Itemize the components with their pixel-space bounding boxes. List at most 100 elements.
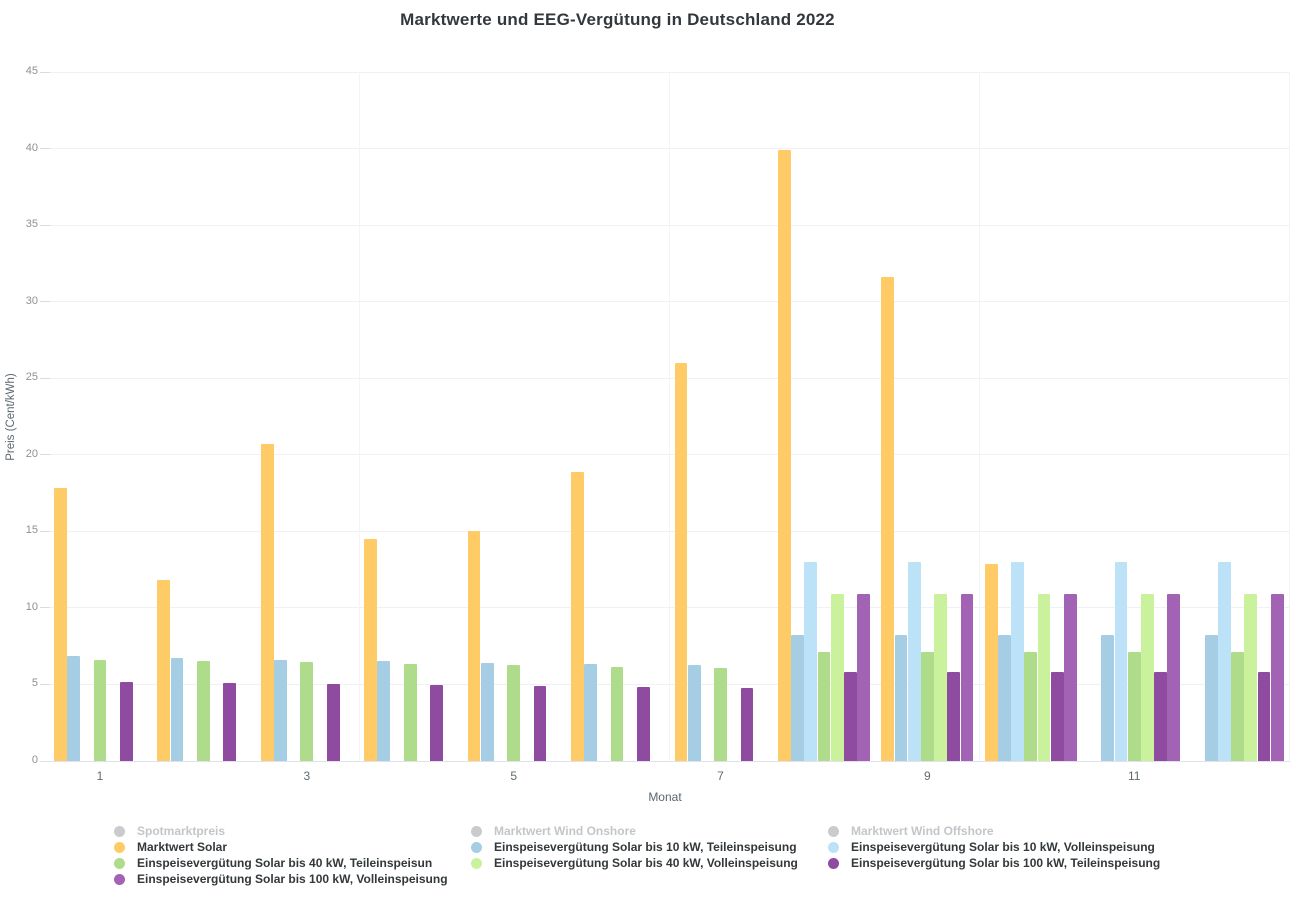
- bar-m2-s6[interactable]: [197, 661, 210, 761]
- legend-item-3[interactable]: Marktwert Solar: [114, 840, 471, 854]
- bar-m1-s6[interactable]: [93, 659, 107, 761]
- bar-m9-s3[interactable]: [881, 277, 895, 761]
- legend-marker: [471, 857, 482, 869]
- bar-m5-s3[interactable]: [467, 531, 481, 761]
- bar-m10-s9[interactable]: [1063, 594, 1077, 761]
- gridline-h: [40, 607, 1290, 609]
- y-tick-label: 45: [25, 65, 38, 77]
- bar-m10-s7[interactable]: [1037, 594, 1051, 761]
- legend-marker: [114, 841, 125, 853]
- legend: Spotmarktpreis Marktwert Wind Onshore Mark…: [114, 823, 1185, 887]
- legend-item-1[interactable]: Marktwert Wind Onshore: [471, 824, 828, 838]
- bar-m9-s8[interactable]: [947, 672, 961, 761]
- legend-label: Marktwert Wind Offshore: [851, 823, 994, 838]
- bar-m3-s6[interactable]: [300, 662, 314, 761]
- y-tick-label: 35: [25, 218, 38, 231]
- legend-item-7[interactable]: Einspeisevergütung Solar bis 40 kW, Voll…: [471, 856, 828, 870]
- y-tick-label: 10: [25, 600, 38, 613]
- bar-m4-s6[interactable]: [403, 663, 417, 761]
- bar-m4-s8[interactable]: [430, 685, 444, 761]
- bar-m9-s4[interactable]: [894, 635, 908, 761]
- legend-marker: [471, 841, 482, 853]
- bar-m1-s4[interactable]: [67, 656, 80, 761]
- bar-m11-s4[interactable]: [1101, 635, 1115, 761]
- plot-area: [40, 71, 1291, 762]
- legend-item-6[interactable]: Einspeisevergütung Solar bis 40 kW, Teil…: [114, 856, 471, 870]
- bar-m11-s9[interactable]: [1167, 594, 1181, 761]
- bar-m5-s8[interactable]: [533, 686, 547, 761]
- x-tick-label: 7: [717, 769, 724, 783]
- bar-m8-s6[interactable]: [817, 652, 831, 761]
- bar-m8-s9[interactable]: [857, 594, 870, 761]
- x-tick-label: 1: [96, 769, 104, 783]
- bar-m8-s4[interactable]: [791, 635, 804, 761]
- bar-m4-s4[interactable]: [377, 661, 391, 761]
- x-tick-label: 5: [510, 769, 518, 783]
- bar-m6-s6[interactable]: [610, 666, 624, 761]
- bar-m11-s8[interactable]: [1154, 672, 1167, 761]
- bar-m7-s4[interactable]: [687, 665, 701, 761]
- bar-m2-s3[interactable]: [157, 580, 171, 761]
- legend-item-9[interactable]: Einspeisevergütung Solar bis 100 kW, Vol…: [114, 872, 471, 886]
- bar-m8-s8[interactable]: [843, 672, 857, 761]
- bar-m10-s4[interactable]: [997, 635, 1011, 761]
- gridline-h: [40, 683, 1290, 685]
- bar-m12-s4[interactable]: [1204, 635, 1218, 761]
- bar-m3-s3[interactable]: [260, 444, 274, 761]
- gridline-h: [40, 377, 1290, 379]
- bar-m1-s3[interactable]: [54, 488, 67, 761]
- bar-m2-s4[interactable]: [170, 657, 184, 761]
- gridline-v: [979, 72, 981, 761]
- y-tick-label: 40: [25, 141, 38, 154]
- bar-m11-s5[interactable]: [1114, 561, 1128, 761]
- bar-m12-s9[interactable]: [1270, 594, 1284, 761]
- bar-m1-s8[interactable]: [120, 681, 133, 761]
- legend-marker: [471, 825, 482, 837]
- bar-m10-s3[interactable]: [984, 563, 998, 761]
- x-tick-label: 11: [1127, 769, 1141, 783]
- bar-m7-s8[interactable]: [740, 688, 754, 761]
- gridline-h: [40, 301, 1290, 303]
- legend-item-4[interactable]: Einspeisevergütung Solar bis 10 kW, Teil…: [471, 839, 828, 854]
- bar-m5-s4[interactable]: [480, 662, 494, 761]
- y-tick-label: 15: [25, 524, 38, 537]
- legend-item-2[interactable]: Marktwert Wind Offshore: [828, 823, 1185, 838]
- bar-m10-s8[interactable]: [1050, 672, 1064, 761]
- bar-m2-s8[interactable]: [223, 682, 237, 761]
- bar-m12-s5[interactable]: [1218, 561, 1231, 761]
- bar-m12-s7[interactable]: [1244, 594, 1258, 761]
- chart-title: Marktwerte und EEG-Vergütung in Deutschl…: [400, 10, 835, 29]
- bar-m6-s4[interactable]: [584, 663, 598, 761]
- bar-m4-s3[interactable]: [364, 539, 378, 761]
- bar-m8-s5[interactable]: [804, 561, 818, 761]
- bar-m7-s6[interactable]: [714, 668, 727, 761]
- gridline-h: [40, 454, 1290, 456]
- legend-marker: [828, 825, 839, 837]
- y-tick-label: 25: [25, 371, 38, 384]
- bar-m9-s9[interactable]: [960, 594, 974, 761]
- bar-m10-s5[interactable]: [1011, 561, 1024, 761]
- legend-label: Spotmarktpreis: [137, 823, 226, 838]
- legend-label: Einspeisevergütung Solar bis 10 kW, Teil…: [494, 839, 797, 854]
- bar-m5-s6[interactable]: [507, 665, 521, 761]
- bar-m10-s6[interactable]: [1024, 652, 1038, 761]
- bar-m9-s6[interactable]: [920, 652, 934, 761]
- y-tick-label: 5: [31, 677, 38, 690]
- bar-m3-s8[interactable]: [326, 684, 340, 761]
- bar-m11-s7[interactable]: [1141, 594, 1154, 761]
- legend-item-5[interactable]: Einspeisevergütung Solar bis 10 kW, Voll…: [828, 840, 1185, 854]
- bar-m9-s7[interactable]: [934, 594, 947, 761]
- bar-m7-s3[interactable]: [674, 362, 688, 761]
- legend-item-8[interactable]: Einspeisevergütung Solar bis 100 kW, Tei…: [828, 856, 1185, 870]
- legend-item-0[interactable]: Spotmarktpreis: [114, 823, 471, 838]
- bar-m3-s4[interactable]: [274, 659, 287, 761]
- bar-m12-s8[interactable]: [1257, 672, 1271, 761]
- bar-m9-s5[interactable]: [907, 561, 921, 761]
- bar-m6-s3[interactable]: [571, 471, 584, 761]
- legend-marker: [828, 857, 839, 869]
- bar-m8-s7[interactable]: [830, 594, 844, 761]
- bar-m6-s8[interactable]: [637, 687, 650, 761]
- bar-m11-s6[interactable]: [1127, 652, 1141, 761]
- bar-m8-s3[interactable]: [777, 150, 791, 761]
- bar-m12-s6[interactable]: [1231, 652, 1245, 761]
